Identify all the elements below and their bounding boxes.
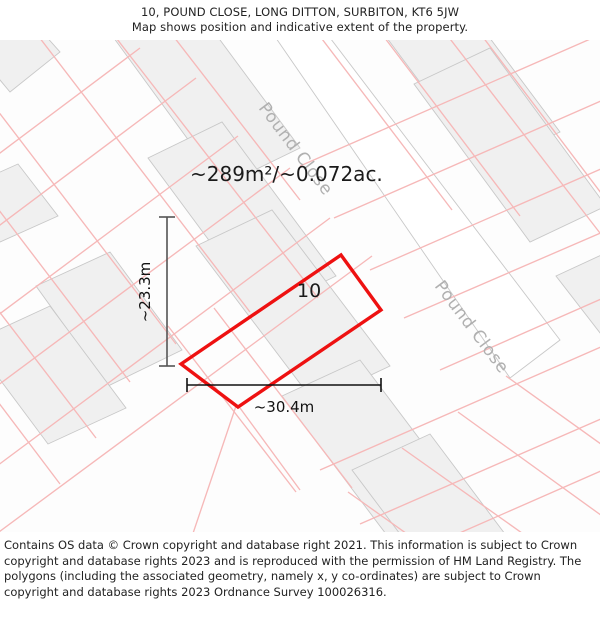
building-block [0,40,61,93]
area-label: ~289m²/~0.072ac. [190,162,383,186]
building-block [555,255,600,334]
building-block [0,305,127,445]
map-vector-layer: Pound Close Pound Close ~289m²/~0.072ac.… [0,40,600,532]
building-block [114,40,301,187]
width-dimension-label: ~30.4m [254,398,315,416]
copyright-notice: Contains OS data © Crown copyright and d… [0,532,600,601]
building-blocks-layer [0,40,600,532]
width-dimension-line [186,378,382,392]
plot-number-label: 10 [297,280,321,302]
parcel-boundary-lines [0,40,600,532]
property-boundary-polygon[interactable] [178,252,384,410]
page-title: 10, POUND CLOSE, LONG DITTON, SURBITON, … [140,5,460,19]
building-block [195,209,391,403]
page-subtitle: Map shows position and indicative extent… [131,20,469,34]
height-dimension-line [159,216,175,367]
map-header: 10, POUND CLOSE, LONG DITTON, SURBITON, … [0,0,600,40]
road-corridors-layer [276,40,561,379]
height-dimension-label: ~23.3m [136,262,154,323]
map-canvas[interactable]: Pound Close Pound Close ~289m²/~0.072ac.… [0,40,600,532]
road-corridor-pound-close [276,40,561,379]
building-block [351,433,505,532]
